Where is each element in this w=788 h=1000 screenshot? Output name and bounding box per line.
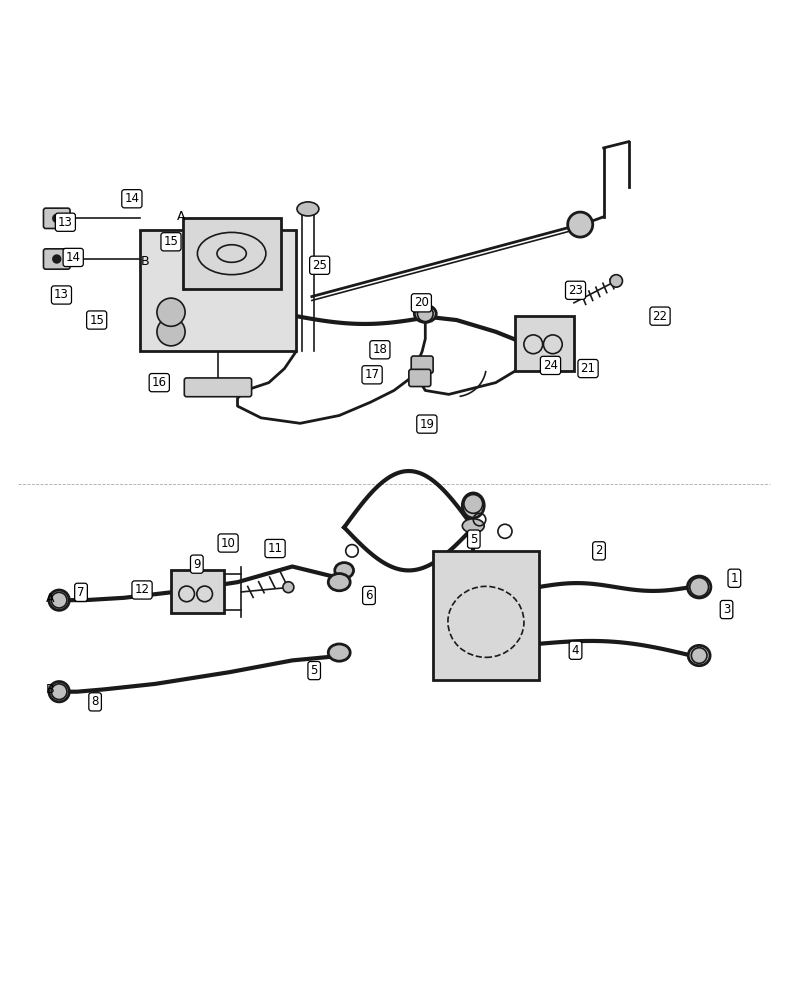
Text: 24: 24	[543, 359, 558, 372]
Text: B: B	[141, 255, 150, 268]
Text: 4: 4	[572, 644, 579, 657]
Text: 9: 9	[193, 558, 201, 571]
Text: 10: 10	[221, 537, 236, 550]
FancyBboxPatch shape	[43, 249, 70, 269]
Ellipse shape	[687, 576, 711, 598]
Text: 3: 3	[723, 603, 730, 616]
Text: B: B	[46, 683, 54, 696]
Ellipse shape	[49, 590, 69, 610]
Polygon shape	[171, 570, 225, 613]
Text: 22: 22	[652, 310, 667, 323]
Polygon shape	[183, 218, 281, 289]
Text: 5: 5	[310, 664, 318, 677]
Text: 2: 2	[595, 544, 603, 557]
Text: 1: 1	[730, 572, 738, 585]
Text: 12: 12	[135, 583, 150, 596]
Text: 25: 25	[312, 259, 327, 272]
Ellipse shape	[49, 682, 69, 702]
Circle shape	[52, 214, 61, 223]
FancyBboxPatch shape	[43, 208, 70, 228]
Text: 13: 13	[54, 288, 69, 301]
Text: 15: 15	[89, 314, 104, 327]
Polygon shape	[433, 551, 539, 680]
FancyBboxPatch shape	[409, 369, 431, 387]
Text: 8: 8	[91, 695, 98, 708]
Circle shape	[567, 212, 593, 237]
FancyBboxPatch shape	[184, 378, 251, 397]
Text: A: A	[46, 592, 54, 605]
Text: 19: 19	[419, 418, 434, 431]
Text: 14: 14	[65, 251, 80, 264]
Text: 5: 5	[470, 533, 478, 546]
Text: 14: 14	[125, 192, 139, 205]
Ellipse shape	[329, 574, 350, 591]
Ellipse shape	[329, 644, 350, 661]
Ellipse shape	[414, 305, 437, 322]
Polygon shape	[515, 316, 574, 371]
Circle shape	[610, 275, 623, 287]
Text: 7: 7	[77, 586, 85, 599]
Circle shape	[52, 254, 61, 264]
Ellipse shape	[335, 563, 354, 578]
Text: 16: 16	[152, 376, 167, 389]
FancyBboxPatch shape	[411, 356, 433, 373]
Text: 18: 18	[373, 343, 388, 356]
Text: 21: 21	[581, 362, 596, 375]
Text: 11: 11	[268, 542, 283, 555]
Ellipse shape	[463, 493, 484, 518]
Circle shape	[283, 582, 294, 593]
Text: 15: 15	[164, 235, 178, 248]
Text: 6: 6	[365, 589, 373, 602]
Text: 20: 20	[414, 296, 429, 309]
Text: A: A	[177, 210, 185, 223]
Circle shape	[157, 298, 185, 326]
Text: 13: 13	[58, 216, 72, 229]
Circle shape	[157, 318, 185, 346]
Text: 17: 17	[365, 368, 380, 381]
Ellipse shape	[463, 519, 484, 533]
Polygon shape	[139, 230, 296, 351]
Ellipse shape	[688, 645, 710, 666]
Ellipse shape	[297, 202, 319, 216]
Text: 23: 23	[568, 284, 583, 297]
